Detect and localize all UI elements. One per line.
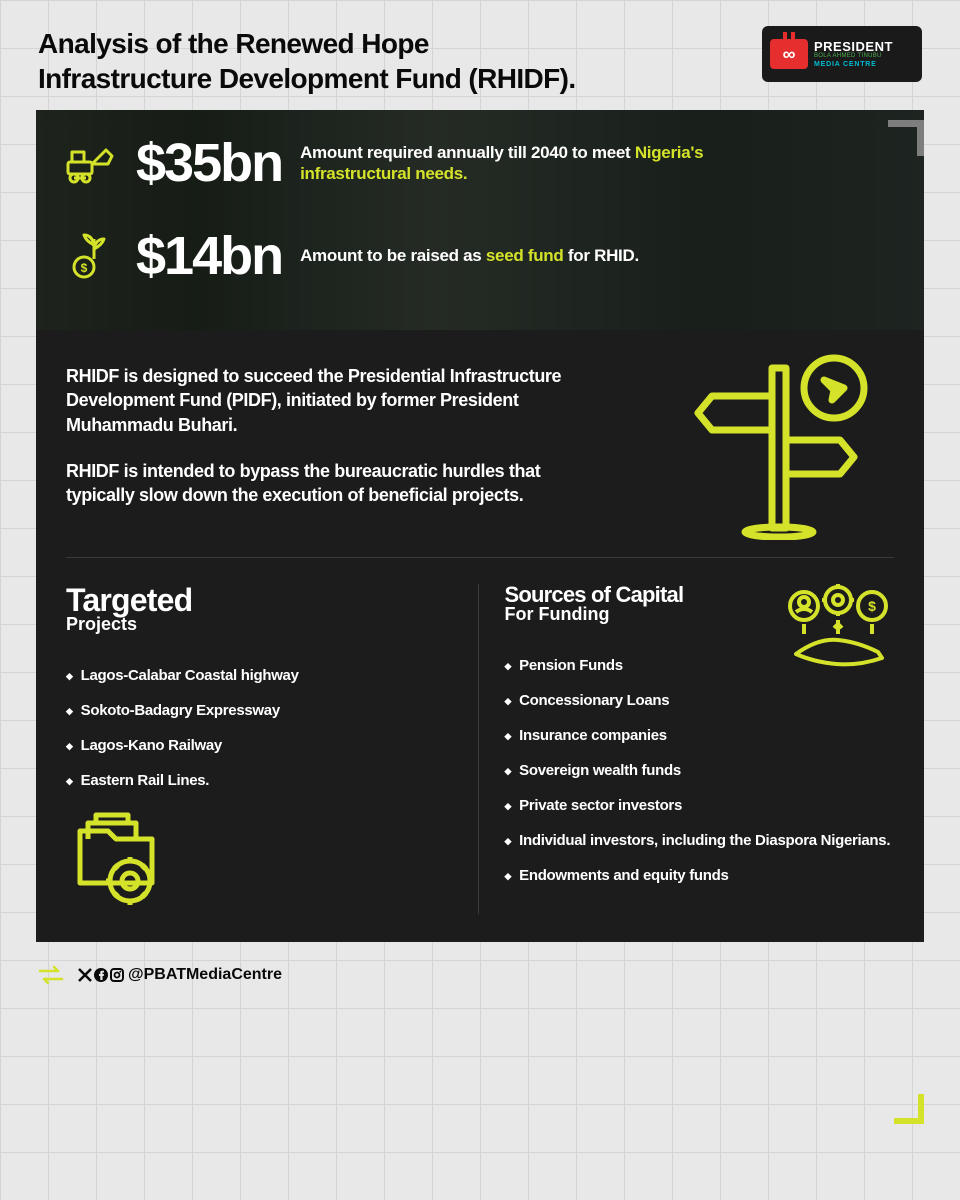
column-sources-capital: Sources of Capital For Funding $ Pension… xyxy=(478,584,895,914)
list-item: Eastern Rail Lines. xyxy=(66,772,456,789)
signpost-icon xyxy=(684,340,884,545)
folder-gear-icon xyxy=(66,809,456,914)
list-item: Lagos-Calabar Coastal highway xyxy=(66,667,456,684)
list-item: Private sector investors xyxy=(505,797,895,814)
col2-list: Pension Funds Concessionary Loans Insura… xyxy=(505,657,895,884)
description-block: RHIDF is designed to succeed the Preside… xyxy=(36,330,924,557)
list-item: Lagos-Kano Railway xyxy=(66,737,456,754)
column-targeted-projects: Targeted Projects Lagos-Calabar Coastal … xyxy=(66,584,478,914)
list-item: Endowments and equity funds xyxy=(505,867,895,884)
list-item: Concessionary Loans xyxy=(505,692,895,709)
photo-banner: $35bn Amount required annually till 2040… xyxy=(36,110,924,330)
list-item: Sokoto-Badagry Expressway xyxy=(66,702,456,719)
list-item: Sovereign wealth funds xyxy=(505,762,895,779)
stat-2-description: Amount to be raised as seed fund for RHI… xyxy=(300,245,639,266)
stat-1-description: Amount required annually till 2040 to me… xyxy=(300,142,730,185)
page-title: Analysis of the Renewed Hope Infrastruct… xyxy=(38,26,598,96)
investment-icon: $ xyxy=(778,580,898,685)
excavator-icon xyxy=(64,136,118,190)
stat-block-1: $35bn Amount required annually till 2040… xyxy=(64,132,730,194)
svg-text:$: $ xyxy=(81,261,88,275)
stat-1-value: $35bn xyxy=(136,132,282,194)
social-handle: @PBATMediaCentre xyxy=(78,966,282,984)
columns: Targeted Projects Lagos-Calabar Coastal … xyxy=(36,558,924,942)
seed-icon: $ xyxy=(64,229,118,283)
col1-list: Lagos-Calabar Coastal highway Sokoto-Bad… xyxy=(66,667,456,789)
handle-text: @PBATMediaCentre xyxy=(128,966,282,984)
corner-ornament-top-right xyxy=(888,120,924,156)
list-item: Individual investors, including the Dias… xyxy=(505,832,895,849)
list-item: Insurance companies xyxy=(505,727,895,744)
paragraph-2: RHIDF is intended to bypass the bureaucr… xyxy=(66,459,596,508)
swap-arrows-icon xyxy=(38,964,64,986)
corner-ornament-bottom-right xyxy=(894,1094,924,1124)
logo-text: PRESIDENT BOLA AHMED TINUBU MEDIA CENTRE xyxy=(814,40,893,68)
paragraph-1: RHIDF is designed to succeed the Preside… xyxy=(66,364,596,437)
main-panel: $35bn Amount required annually till 2040… xyxy=(36,110,924,942)
svg-text:$: $ xyxy=(868,598,876,614)
instagram-icon xyxy=(110,968,124,982)
stat-block-2: $ $14bn Amount to be raised as seed fund… xyxy=(64,225,639,287)
col1-title: Targeted Projects xyxy=(66,584,456,635)
social-icons xyxy=(78,968,124,982)
logo: ∞ PRESIDENT BOLA AHMED TINUBU MEDIA CENT… xyxy=(762,26,922,82)
logo-mark: ∞ xyxy=(770,39,808,69)
facebook-icon xyxy=(94,968,108,982)
x-icon xyxy=(78,968,92,982)
footer: @PBATMediaCentre xyxy=(0,942,960,986)
stat-2-value: $14bn xyxy=(136,225,282,287)
header: Analysis of the Renewed Hope Infrastruct… xyxy=(0,0,960,110)
